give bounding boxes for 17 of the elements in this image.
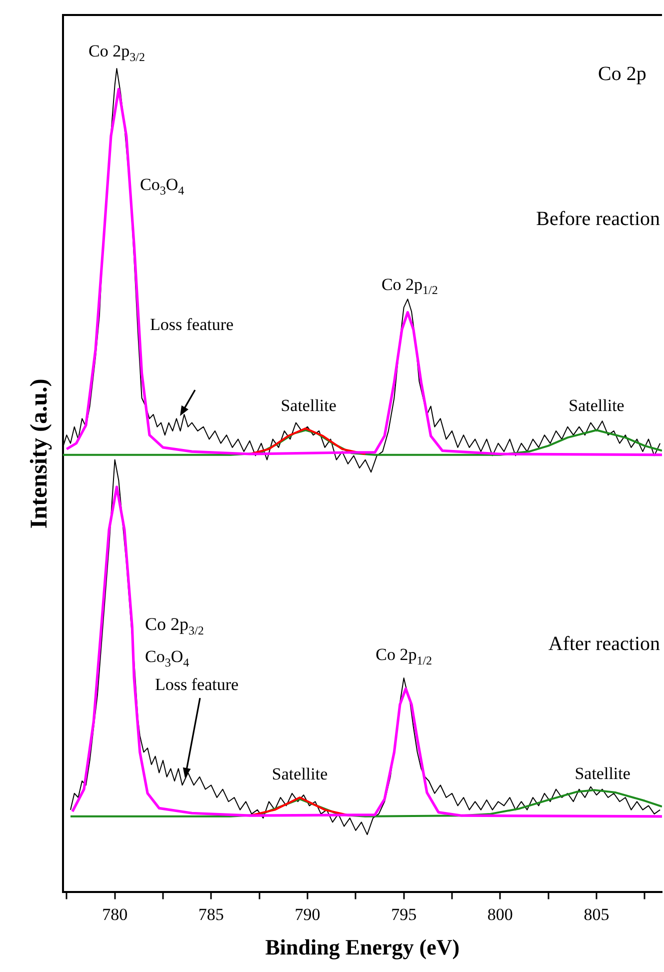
- y-axis-title: Intensity (a.u.): [26, 378, 53, 529]
- x-tick-label: 795: [391, 904, 417, 924]
- annotation: Loss feature: [150, 315, 234, 334]
- annotation: After reaction: [548, 633, 660, 655]
- x-tick-label: 805: [584, 904, 610, 924]
- annotation: Satellite: [574, 764, 630, 783]
- annotation: Co 2p: [598, 63, 646, 85]
- x-axis-title: Binding Energy (eV): [265, 934, 460, 960]
- annotation: Satellite: [280, 396, 336, 415]
- x-tick-label: 790: [294, 904, 320, 924]
- annotation: Before reaction: [536, 208, 660, 230]
- x-tick-label: 800: [487, 904, 513, 924]
- x-tick-label: 785: [198, 904, 224, 924]
- annotation: Satellite: [272, 764, 328, 784]
- annotation: Loss feature: [155, 675, 239, 694]
- annotation: Satellite: [568, 396, 624, 416]
- x-tick-label: 780: [102, 904, 128, 924]
